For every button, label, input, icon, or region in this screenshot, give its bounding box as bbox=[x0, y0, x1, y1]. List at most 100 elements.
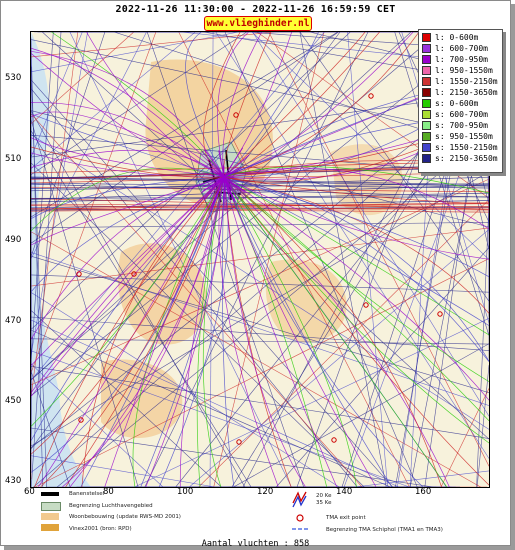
flight-track bbox=[223, 176, 448, 487]
flight-track bbox=[31, 32, 338, 218]
housing-key-label: Woonbebouwing (update RWS-MD 2001) bbox=[69, 514, 181, 520]
legend-swatch-icon bbox=[422, 77, 431, 86]
flight-track bbox=[178, 32, 410, 487]
legend-swatch-icon bbox=[422, 110, 431, 119]
flight-track bbox=[145, 176, 225, 487]
flight-track bbox=[34, 176, 225, 487]
flight-track bbox=[31, 162, 365, 487]
legend-item: l: 0-600m bbox=[422, 33, 478, 43]
flight-track bbox=[31, 146, 225, 178]
flight-track bbox=[31, 32, 147, 260]
flight-track bbox=[209, 32, 214, 487]
vinex-key-label: Vinex2001 (bron: RPD) bbox=[69, 526, 132, 532]
flight-track bbox=[203, 176, 225, 200]
legend-swatch-icon bbox=[422, 121, 431, 130]
flight-track bbox=[31, 32, 239, 73]
flight-track bbox=[223, 176, 450, 487]
runway-swatch-icon bbox=[41, 492, 59, 496]
flight-track bbox=[185, 32, 225, 178]
flight-track bbox=[31, 207, 489, 212]
flight-track bbox=[223, 176, 226, 192]
legend-item: l: 600-700m bbox=[422, 44, 488, 54]
flight-track bbox=[81, 176, 225, 487]
flight-track bbox=[144, 32, 369, 487]
flight-track bbox=[31, 39, 489, 138]
airport-boundary-key-label: Begrenzing Luchthavengebied bbox=[69, 503, 153, 509]
flight-track bbox=[31, 32, 486, 397]
legend-swatch-icon bbox=[422, 33, 431, 42]
y-tick-430: 430 bbox=[5, 476, 22, 486]
flight-track bbox=[31, 176, 225, 455]
flight-track bbox=[202, 176, 225, 188]
flight-track bbox=[223, 176, 393, 487]
legend-swatch-icon bbox=[422, 99, 431, 108]
flight-track bbox=[251, 32, 489, 260]
flight-track bbox=[31, 176, 225, 397]
flight-track bbox=[31, 149, 225, 178]
flight-track bbox=[401, 32, 489, 324]
y-tick-530: 530 bbox=[5, 73, 22, 83]
flight-track bbox=[31, 274, 489, 293]
flight-track bbox=[31, 50, 225, 178]
x-tick-160: 160 bbox=[415, 487, 432, 497]
flight-track bbox=[223, 176, 489, 444]
altitude-legend: l: 0-600m l: 600-700m l: 700-950m l: 950… bbox=[418, 29, 503, 173]
legend-swatch-icon bbox=[422, 143, 431, 152]
flight-track bbox=[223, 176, 489, 362]
tma-exit-points bbox=[76, 93, 443, 445]
flight-track bbox=[204, 149, 225, 178]
site-link[interactable]: www.vlieghinder.nl bbox=[204, 16, 312, 31]
flight-track bbox=[31, 350, 410, 487]
flight-track bbox=[31, 130, 252, 487]
flight-track bbox=[299, 32, 387, 487]
tma-boundary-icon bbox=[292, 528, 310, 530]
flight-track bbox=[31, 32, 274, 58]
x-tick-60: 60 bbox=[24, 487, 35, 497]
flight-track bbox=[31, 176, 489, 186]
flight-track bbox=[31, 203, 489, 207]
legend-swatch-icon bbox=[422, 44, 431, 53]
flight-track bbox=[223, 154, 250, 178]
flight-track bbox=[198, 199, 489, 487]
flight-track bbox=[223, 176, 306, 487]
flight-track bbox=[476, 365, 489, 487]
legend-swatch-icon bbox=[422, 88, 431, 97]
flight-track bbox=[51, 32, 225, 178]
flight-track bbox=[31, 53, 225, 178]
flight-track bbox=[31, 231, 481, 487]
y-tick-470: 470 bbox=[5, 316, 22, 326]
flight-track bbox=[31, 178, 489, 386]
x-tick-120: 120 bbox=[257, 487, 274, 497]
flight-track bbox=[347, 32, 388, 487]
flight-track bbox=[223, 176, 239, 200]
flight-track bbox=[31, 113, 363, 487]
flight-track bbox=[35, 258, 489, 487]
flight-track bbox=[223, 176, 357, 487]
flight-track bbox=[223, 176, 489, 205]
flight-track-map[interactable] bbox=[30, 31, 490, 488]
flight-track bbox=[31, 338, 489, 345]
flight-track bbox=[31, 32, 62, 487]
flight-track bbox=[31, 32, 54, 363]
flight-track bbox=[223, 176, 489, 421]
legend-swatch-icon bbox=[422, 66, 431, 75]
flight-track bbox=[31, 113, 225, 178]
flight-track bbox=[202, 176, 225, 192]
flight-track bbox=[31, 119, 139, 487]
flight-track bbox=[31, 176, 225, 246]
map-canvas bbox=[31, 32, 489, 487]
flight-track bbox=[223, 176, 489, 326]
tma-exit-point-icon bbox=[296, 514, 304, 522]
flight-track bbox=[299, 32, 489, 302]
flight-track bbox=[31, 102, 225, 178]
flight-track bbox=[223, 176, 338, 487]
y-tick-510: 510 bbox=[5, 154, 22, 164]
flight-track bbox=[201, 151, 225, 178]
legend-swatch-icon bbox=[422, 154, 431, 163]
flight-track bbox=[31, 455, 216, 487]
flight-track bbox=[223, 32, 319, 178]
flight-track bbox=[31, 176, 225, 394]
flight-track bbox=[223, 176, 240, 197]
y-tick-490: 490 bbox=[5, 235, 22, 245]
